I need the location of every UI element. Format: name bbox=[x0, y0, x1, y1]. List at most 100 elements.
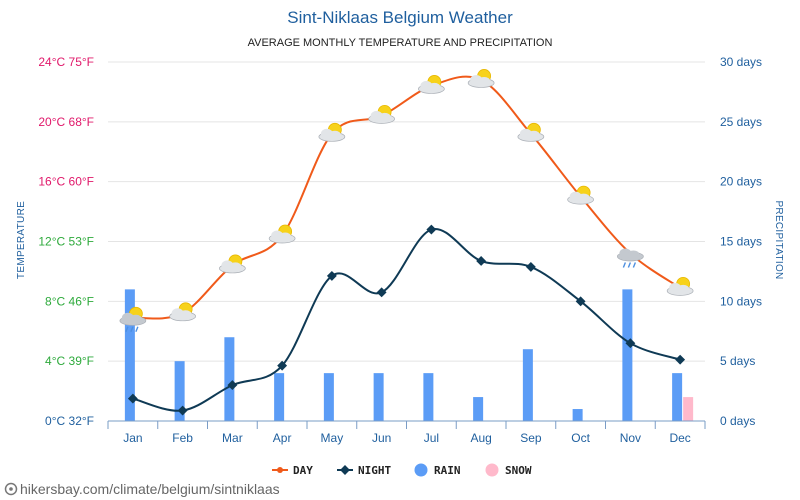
x-tick-label: Jul bbox=[424, 431, 439, 445]
left-axis-title: TEMPERATURE bbox=[16, 201, 27, 279]
sun-cloud-icon bbox=[567, 185, 594, 205]
legend: DAY NIGHT RAIN SNOW bbox=[272, 463, 532, 477]
cloud-shape bbox=[378, 112, 391, 121]
cloud-shape bbox=[428, 82, 441, 91]
right-tick-label: 10 days bbox=[720, 294, 762, 308]
grid-lines bbox=[108, 61, 705, 362]
left-tick-label: 0°C 32°F bbox=[45, 414, 94, 428]
cloud-rain-sun-icon bbox=[119, 306, 147, 333]
rain-drop bbox=[632, 262, 637, 268]
legend-label-night: NIGHT bbox=[358, 464, 391, 477]
day-line bbox=[132, 75, 681, 320]
night-point bbox=[575, 296, 586, 307]
right-tick-label: 5 days bbox=[720, 354, 755, 368]
legend-label-day: DAY bbox=[293, 464, 313, 477]
rain-drop bbox=[135, 326, 139, 333]
weather-icons bbox=[119, 69, 694, 333]
sun-cloud-icon bbox=[268, 224, 296, 244]
right-tick-label: 20 days bbox=[720, 175, 762, 189]
x-tick-label: Jun bbox=[372, 431, 391, 445]
rain-drop bbox=[622, 262, 627, 268]
pin-icon bbox=[4, 482, 18, 496]
temperature-lines bbox=[127, 75, 686, 416]
cloud-shape bbox=[577, 193, 590, 202]
night-point bbox=[326, 270, 337, 281]
chart-subtitle: AVERAGE MONTHLY TEMPERATURE AND PRECIPIT… bbox=[248, 37, 553, 49]
legend-label-rain: RAIN bbox=[434, 464, 461, 477]
rain-bar bbox=[423, 373, 434, 421]
night-point bbox=[227, 380, 238, 391]
x-tick-label: Mar bbox=[222, 431, 243, 445]
left-tick-label: 16°C 60°F bbox=[38, 175, 94, 189]
night-line bbox=[132, 228, 681, 412]
x-tick-label: Jan bbox=[123, 431, 142, 445]
rain-bar bbox=[522, 349, 533, 421]
rain-bar bbox=[473, 397, 484, 421]
x-tick-label: Dec bbox=[669, 431, 690, 445]
sun-cloud-icon bbox=[318, 122, 346, 142]
sun-cloud-icon bbox=[169, 302, 196, 322]
cloud-shape bbox=[129, 314, 142, 323]
source-text: hikersbay.com/climate/belgium/sintniklaa… bbox=[20, 481, 280, 497]
snow-bar bbox=[683, 397, 694, 421]
rain-bar bbox=[323, 373, 334, 421]
sun-cloud-icon bbox=[219, 254, 246, 274]
night-point bbox=[376, 287, 387, 298]
sun-cloud-icon bbox=[517, 122, 545, 142]
right-axis-title: PRECIPITATION bbox=[773, 200, 784, 279]
night-point bbox=[177, 405, 188, 416]
night-point bbox=[127, 393, 138, 404]
x-tick-label: Nov bbox=[620, 431, 641, 445]
rain-bar bbox=[373, 373, 384, 421]
legend-marker-night bbox=[340, 465, 350, 475]
rain-drop bbox=[627, 262, 632, 268]
rain-bar bbox=[274, 373, 285, 421]
night-point bbox=[476, 255, 487, 266]
rain-drop bbox=[130, 326, 134, 333]
rain-bar bbox=[224, 337, 235, 421]
cloud-shape bbox=[527, 130, 540, 139]
cloud-shape bbox=[279, 232, 292, 241]
left-tick-label: 24°C 75°F bbox=[38, 55, 94, 69]
right-tick-label: 15 days bbox=[720, 235, 762, 249]
axes: 0°C 32°F 4°C 39°F 8°C 46°F 12°C 53°F 16°C 60… bbox=[38, 55, 762, 445]
sun-cloud-icon bbox=[467, 69, 495, 88]
left-tick-label: 20°C 68°F bbox=[38, 115, 94, 129]
x-tick-label: Sep bbox=[520, 431, 542, 445]
cloud-shape bbox=[179, 310, 192, 319]
source-link[interactable]: hikersbay.com/climate/belgium/sintniklaa… bbox=[4, 481, 280, 497]
x-tick-label: Feb bbox=[172, 431, 193, 445]
sun-cloud-icon bbox=[666, 276, 694, 296]
cloud-shape bbox=[328, 130, 341, 139]
night-point bbox=[525, 261, 536, 272]
right-tick-label: 30 days bbox=[720, 55, 762, 69]
cloud-shape bbox=[627, 250, 640, 259]
left-tick-label: 12°C 53°F bbox=[38, 235, 94, 249]
rain-bar bbox=[672, 373, 683, 421]
cloud-shape bbox=[478, 76, 491, 85]
rain-drop bbox=[125, 326, 129, 333]
legend-marker-day bbox=[277, 467, 283, 473]
legend-marker-snow bbox=[485, 463, 499, 477]
x-tick-label: Apr bbox=[273, 431, 292, 445]
x-tick-label: Aug bbox=[470, 431, 491, 445]
pin-dot-icon bbox=[9, 487, 13, 491]
rain-bar bbox=[174, 361, 185, 421]
legend-label-snow: SNOW bbox=[505, 464, 532, 477]
sun-cloud-icon bbox=[368, 104, 395, 124]
chart-title: Sint-Niklaas Belgium Weather bbox=[287, 8, 513, 27]
cloud-shape bbox=[677, 284, 690, 293]
x-tick-label: Oct bbox=[571, 431, 590, 445]
cloud-shape bbox=[229, 262, 242, 271]
right-tick-label: 0 days bbox=[720, 414, 755, 428]
left-tick-label: 4°C 39°F bbox=[45, 354, 94, 368]
right-tick-label: 25 days bbox=[720, 115, 762, 129]
precipitation-bars bbox=[124, 289, 694, 421]
rain-bar bbox=[124, 289, 135, 421]
night-point bbox=[625, 338, 636, 349]
rain-bar bbox=[622, 289, 633, 421]
rain-bar bbox=[572, 409, 583, 421]
cloud-rain-icon bbox=[617, 248, 644, 268]
left-tick-label: 8°C 46°F bbox=[45, 294, 94, 308]
